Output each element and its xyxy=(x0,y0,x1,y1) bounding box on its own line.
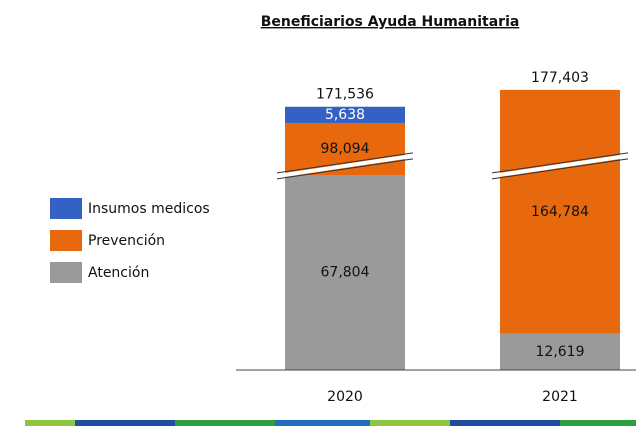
legend-label: Atención xyxy=(88,265,149,281)
legend-label: Insumos medicos xyxy=(88,201,210,217)
axis-break-gap xyxy=(277,153,413,178)
axis-break-gap xyxy=(492,153,628,178)
bar-segment xyxy=(500,333,620,370)
axis-break xyxy=(276,152,414,180)
total-label: 177,403 xyxy=(531,70,589,86)
footer-stripe xyxy=(25,420,636,426)
legend-swatch xyxy=(50,198,82,219)
legend-label: Prevención xyxy=(88,233,165,249)
legend-swatch xyxy=(50,230,82,251)
chart-title: Beneficiarios Ayuda Humanitaria xyxy=(261,14,520,30)
bar-segment xyxy=(285,174,405,370)
data-label: 67,804 xyxy=(321,264,370,280)
data-label: 5,638 xyxy=(325,107,365,123)
data-label: 98,094 xyxy=(321,141,370,157)
legend-swatch xyxy=(50,262,82,283)
axis-break xyxy=(491,152,629,180)
data-label: 12,619 xyxy=(536,344,585,360)
total-label: 171,536 xyxy=(316,87,374,103)
x-tick-label: 2020 xyxy=(327,389,363,405)
bar-segment xyxy=(500,89,620,334)
data-label: 164,784 xyxy=(531,204,589,220)
bar-segment xyxy=(285,106,405,123)
x-tick-label: 2021 xyxy=(542,389,578,405)
